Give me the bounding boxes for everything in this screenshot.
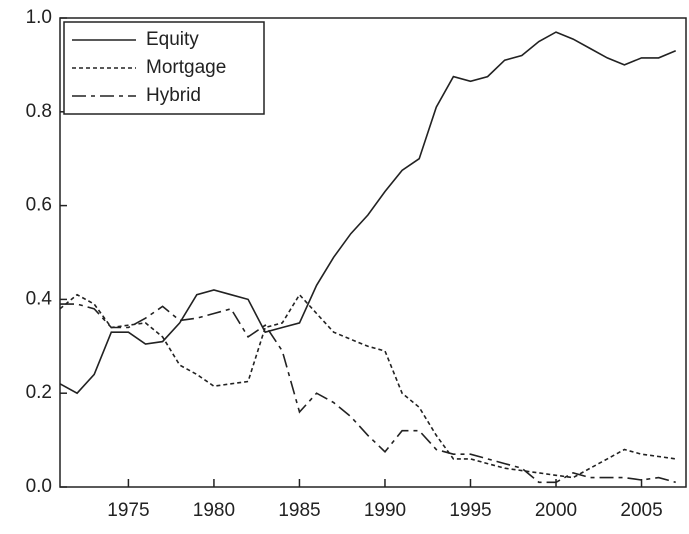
y-tick-label: 0.0 [26, 476, 52, 497]
legend-label: Mortgage [146, 57, 226, 78]
x-tick-label: 1985 [278, 500, 320, 521]
x-tick-label: 1980 [193, 500, 235, 521]
y-tick-label: 0.4 [26, 288, 53, 309]
x-tick-label: 2005 [620, 500, 662, 521]
y-tick-label: 0.8 [26, 101, 52, 122]
y-tick-label: 0.2 [26, 382, 52, 403]
y-tick-label: 1.0 [26, 7, 52, 28]
x-tick-label: 1990 [364, 500, 406, 521]
series-line [59, 31, 677, 395]
series-line [59, 293, 676, 479]
y-tick-label: 0.6 [26, 195, 52, 216]
legend-box [63, 21, 265, 115]
series-line [60, 303, 676, 484]
plot-frame [59, 17, 687, 488]
x-tick-label: 1975 [107, 500, 149, 521]
x-tick-label: 2000 [535, 500, 577, 521]
legend-label: Equity [146, 29, 199, 50]
x-tick-label: 1995 [449, 500, 491, 521]
legend-label: Hybrid [146, 85, 201, 106]
